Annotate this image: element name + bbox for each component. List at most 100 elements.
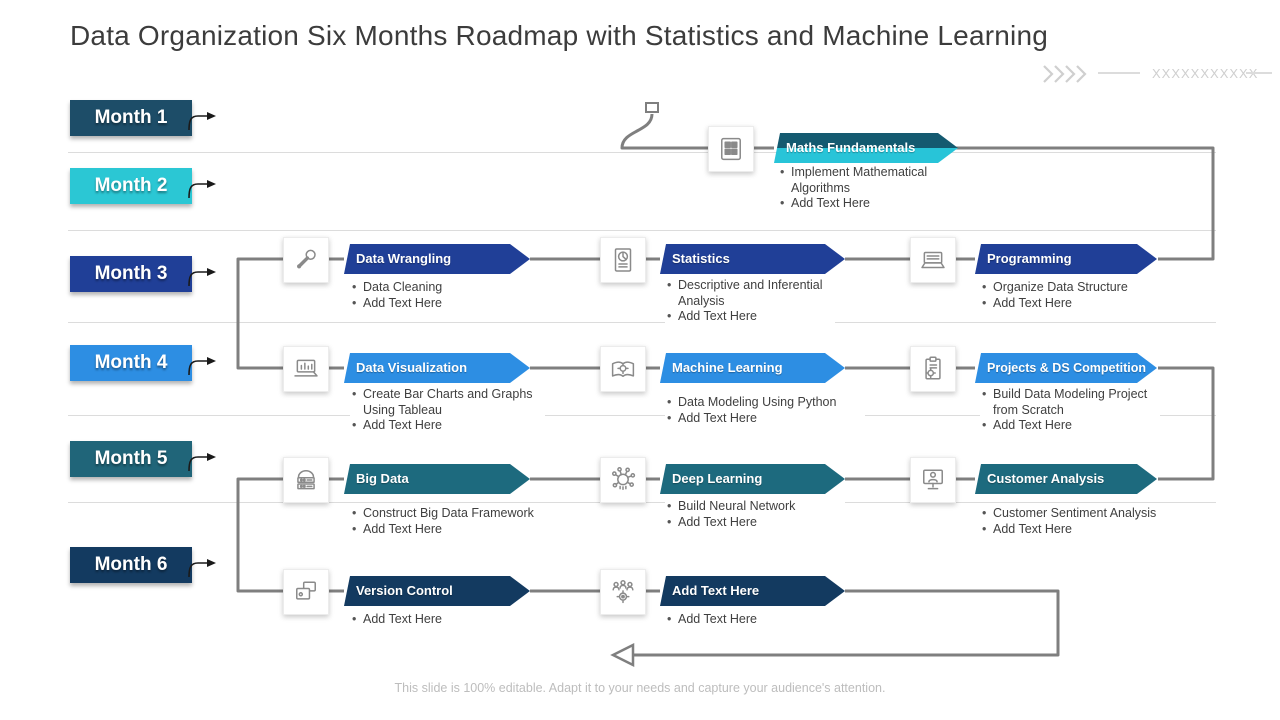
bullet-item: Add Text Here xyxy=(350,522,550,538)
page-title: Data Organization Six Months Roadmap wit… xyxy=(70,20,1048,51)
bullet-item: Add Text Here xyxy=(980,418,1160,434)
wrench-icon xyxy=(297,249,316,269)
server-stack-icon xyxy=(297,470,315,490)
monitor-person-icon xyxy=(923,469,943,490)
row-separator xyxy=(68,230,1216,231)
bullet-item: Data Modeling Using Python xyxy=(665,395,865,411)
row-separator xyxy=(68,415,1216,416)
bullet-item: Add Text Here xyxy=(350,612,530,628)
topic-bullets: Organize Data Structure Add Text Here xyxy=(980,278,1170,313)
bullet-item: Build Neural Network xyxy=(665,499,845,515)
topic-banner-maths-fundamentals: Maths Fundamentals xyxy=(774,133,958,163)
header-dash xyxy=(1098,72,1140,74)
month-chip-5: Month 5 xyxy=(70,441,192,477)
row-separator xyxy=(68,322,1216,323)
bullet-item: Add Text Here xyxy=(665,612,845,628)
bullet-item: Add Text Here xyxy=(980,296,1170,312)
connector-start-curve xyxy=(620,113,708,150)
month-arrow-icon xyxy=(188,559,216,578)
topic-bullets: Construct Big Data Framework Add Text He… xyxy=(350,504,550,539)
end-arrowhead xyxy=(610,642,635,668)
topic-icon-box xyxy=(283,346,329,392)
connector-row3-to-row4 xyxy=(236,257,283,370)
month-arrow-icon xyxy=(188,453,216,472)
topic-banner-statistics: Statistics xyxy=(660,244,845,274)
topic-bullets: Add Text Here xyxy=(665,610,845,630)
header-placeholder: XXXXXXXXXXX xyxy=(1152,66,1259,81)
bullet-item: Add Text Here xyxy=(350,418,545,434)
bullet-item: Add Text Here xyxy=(665,411,865,427)
topic-bullets: Descriptive and Inferential Analysis Add… xyxy=(665,276,835,327)
topic-banner-big-data: Big Data xyxy=(344,464,530,494)
start-marker xyxy=(645,102,659,113)
bullet-item: Add Text Here xyxy=(350,296,530,312)
topic-icon-box xyxy=(600,569,646,615)
topic-banner-add-text-here: Add Text Here xyxy=(660,576,845,606)
row-separator xyxy=(68,152,1216,153)
topic-bullets: Create Bar Charts and Graphs Using Table… xyxy=(350,385,545,436)
connector-row5-to-row6 xyxy=(236,477,283,593)
topic-bullets: Build Neural Network Add Text Here xyxy=(665,497,845,532)
topic-banner-data-wrangling: Data Wrangling xyxy=(344,244,530,274)
month-chip-2: Month 2 xyxy=(70,168,192,204)
bullet-item: Organize Data Structure xyxy=(980,280,1170,296)
laptop-keyboard-icon xyxy=(921,251,945,269)
topic-bullets: Data Cleaning Add Text Here xyxy=(350,278,530,313)
month-chip-1: Month 1 xyxy=(70,100,192,136)
bullet-item: Add Text Here xyxy=(980,522,1170,538)
bullet-item: Implement Mathematical Algorithms xyxy=(778,165,942,196)
bullet-item: Add Text Here xyxy=(665,309,835,325)
calculator-icon xyxy=(721,137,741,161)
topic-banner-machine-learning: Machine Learning xyxy=(660,353,845,383)
topic-icon-box xyxy=(910,237,956,283)
bullet-item: Construct Big Data Framework xyxy=(350,506,550,522)
footer-note: This slide is 100% editable. Adapt it to… xyxy=(394,681,886,695)
month-arrow-icon xyxy=(188,268,216,287)
topic-banner-programming: Programming xyxy=(975,244,1157,274)
topic-bullets: Build Data Modeling Project from Scratch… xyxy=(980,385,1160,436)
topic-banner-projects-ds-competition: Projects & DS Competition xyxy=(975,353,1157,383)
bullet-item: Build Data Modeling Project from Scratch xyxy=(980,387,1160,418)
month-arrow-icon xyxy=(188,357,216,376)
connector-row1-to-row3 xyxy=(956,146,1215,261)
topic-icon-box xyxy=(283,237,329,283)
topic-icon-box xyxy=(600,457,646,503)
month-chip-6: Month 6 xyxy=(70,547,192,583)
report-pie-icon xyxy=(614,248,632,272)
topic-icon-box xyxy=(600,346,646,392)
chevrons-decoration-icon xyxy=(1043,65,1087,83)
bullet-item: Descriptive and Inferential Analysis xyxy=(665,278,835,309)
bullet-item: Add Text Here xyxy=(778,196,942,212)
bullet-item: Create Bar Charts and Graphs Using Table… xyxy=(350,387,545,418)
people-group-icon xyxy=(612,580,634,604)
topic-icon-box xyxy=(600,237,646,283)
topic-banner-customer-analysis: Customer Analysis xyxy=(975,464,1157,494)
laptop-chart-icon xyxy=(294,359,318,377)
bullet-item: Data Cleaning xyxy=(350,280,530,296)
topic-icon-box xyxy=(283,569,329,615)
month-arrow-icon xyxy=(188,180,216,199)
topic-banner-deep-learning: Deep Learning xyxy=(660,464,845,494)
topic-bullets: Customer Sentiment Analysis Add Text Her… xyxy=(980,504,1170,539)
topic-banner-data-visualization: Data Visualization xyxy=(344,353,530,383)
book-gear-icon xyxy=(611,361,635,378)
topic-icon-box xyxy=(910,457,956,503)
clipboard-gear-icon xyxy=(925,356,941,380)
topic-icon-box xyxy=(708,126,754,172)
topic-bullets: Add Text Here xyxy=(350,610,530,630)
connector-row4-to-row5 xyxy=(1158,366,1215,481)
header-dash xyxy=(1246,72,1272,74)
month-chip-3: Month 3 xyxy=(70,256,192,292)
topic-banner-version-control: Version Control xyxy=(344,576,530,606)
bullet-item: Customer Sentiment Analysis xyxy=(980,506,1170,522)
folder-switch-icon xyxy=(296,581,316,600)
month-arrow-icon xyxy=(188,112,216,131)
topic-icon-box xyxy=(910,346,956,392)
topic-icon-box xyxy=(283,457,329,503)
brain-network-icon xyxy=(611,467,636,490)
month-chip-4: Month 4 xyxy=(70,345,192,381)
topic-bullets: Data Modeling Using Python Add Text Here xyxy=(665,393,865,428)
bullet-item: Add Text Here xyxy=(665,515,845,531)
topic-bullets: Implement Mathematical Algorithms Add Te… xyxy=(778,163,942,214)
